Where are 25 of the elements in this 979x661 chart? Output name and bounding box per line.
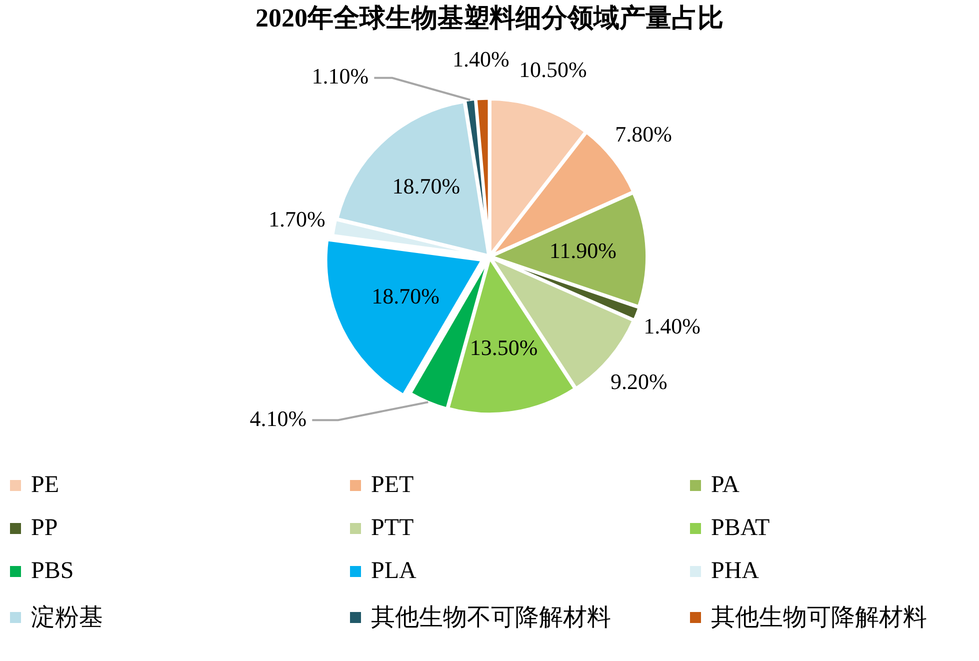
data-label: 11.90% [549, 238, 616, 263]
legend-label: PTT [371, 515, 414, 542]
data-label: 1.70% [268, 206, 326, 232]
legend-label: PBAT [711, 515, 770, 542]
data-label: 9.20% [610, 369, 668, 394]
legend-label: PA [711, 472, 740, 499]
legend-label: 淀粉基 [31, 604, 103, 633]
data-label: 7.80% [615, 121, 672, 146]
data-label: 18.70% [392, 174, 460, 199]
legend-label: PBS [31, 558, 74, 585]
data-label: 13.50% [470, 334, 538, 360]
data-label: 10.50% [519, 57, 587, 82]
legend-label: PP [31, 515, 58, 542]
data-label: 1.10% [312, 64, 369, 89]
chart-title: 2020年全球生物基塑料细分领域产量占比 [256, 3, 724, 32]
legend-label: PE [31, 472, 60, 499]
data-label: 4.10% [250, 406, 307, 431]
data-label: 18.70% [372, 284, 440, 309]
legend-label: PLA [371, 558, 416, 585]
legend-label: 其他生物可降解材料 [711, 604, 927, 633]
data-label: 1.40% [644, 313, 701, 338]
legend-label: PET [371, 472, 414, 499]
data-label: 1.40% [452, 46, 510, 72]
legend-label: PHA [711, 558, 760, 585]
legend-label: 其他生物不可降解材料 [371, 604, 611, 633]
